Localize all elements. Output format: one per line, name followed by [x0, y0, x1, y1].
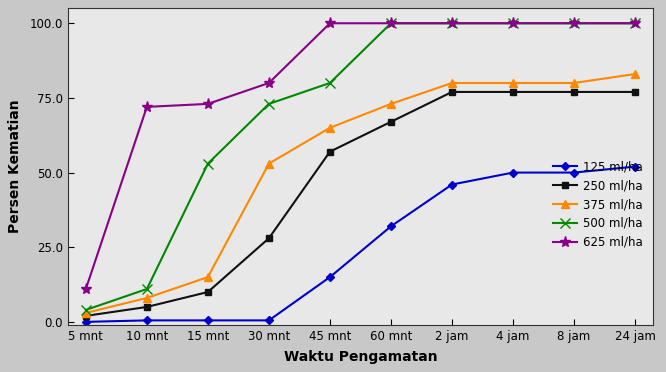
250 ml/ha	[448, 90, 456, 94]
125 ml/ha	[204, 318, 212, 323]
625 ml/ha	[82, 287, 90, 291]
500 ml/ha	[387, 21, 395, 26]
500 ml/ha	[509, 21, 517, 26]
125 ml/ha	[387, 224, 395, 228]
375 ml/ha	[326, 125, 334, 130]
Line: 375 ml/ha: 375 ml/ha	[82, 70, 639, 317]
125 ml/ha	[82, 320, 90, 324]
375 ml/ha	[387, 102, 395, 106]
500 ml/ha	[326, 81, 334, 85]
X-axis label: Waktu Pengamatan: Waktu Pengamatan	[284, 350, 438, 364]
375 ml/ha	[631, 72, 639, 76]
250 ml/ha	[387, 119, 395, 124]
250 ml/ha	[509, 90, 517, 94]
375 ml/ha	[509, 81, 517, 85]
500 ml/ha	[143, 287, 151, 291]
500 ml/ha	[448, 21, 456, 26]
625 ml/ha	[265, 81, 273, 85]
500 ml/ha	[631, 21, 639, 26]
375 ml/ha	[82, 311, 90, 315]
125 ml/ha	[143, 318, 151, 323]
125 ml/ha	[631, 164, 639, 169]
375 ml/ha	[570, 81, 578, 85]
250 ml/ha	[82, 314, 90, 318]
625 ml/ha	[204, 102, 212, 106]
250 ml/ha	[143, 305, 151, 309]
500 ml/ha	[265, 102, 273, 106]
125 ml/ha	[265, 318, 273, 323]
250 ml/ha	[570, 90, 578, 94]
625 ml/ha	[326, 21, 334, 26]
Line: 125 ml/ha: 125 ml/ha	[83, 164, 638, 325]
Y-axis label: Persen Kematian: Persen Kematian	[9, 100, 23, 233]
625 ml/ha	[631, 21, 639, 26]
500 ml/ha	[204, 161, 212, 166]
125 ml/ha	[448, 182, 456, 187]
125 ml/ha	[570, 170, 578, 175]
500 ml/ha	[82, 308, 90, 312]
375 ml/ha	[265, 161, 273, 166]
625 ml/ha	[448, 21, 456, 26]
250 ml/ha	[631, 90, 639, 94]
125 ml/ha	[509, 170, 517, 175]
375 ml/ha	[143, 296, 151, 300]
375 ml/ha	[204, 275, 212, 279]
500 ml/ha	[570, 21, 578, 26]
625 ml/ha	[509, 21, 517, 26]
250 ml/ha	[265, 236, 273, 240]
625 ml/ha	[143, 105, 151, 109]
625 ml/ha	[570, 21, 578, 26]
Legend: 125 ml/ha, 250 ml/ha, 375 ml/ha, 500 ml/ha, 625 ml/ha: 125 ml/ha, 250 ml/ha, 375 ml/ha, 500 ml/…	[549, 155, 647, 254]
625 ml/ha	[387, 21, 395, 26]
375 ml/ha	[448, 81, 456, 85]
125 ml/ha	[326, 275, 334, 279]
Line: 625 ml/ha: 625 ml/ha	[81, 18, 641, 295]
250 ml/ha	[204, 290, 212, 294]
Line: 500 ml/ha: 500 ml/ha	[81, 18, 640, 315]
250 ml/ha	[326, 150, 334, 154]
Line: 250 ml/ha: 250 ml/ha	[83, 89, 639, 320]
